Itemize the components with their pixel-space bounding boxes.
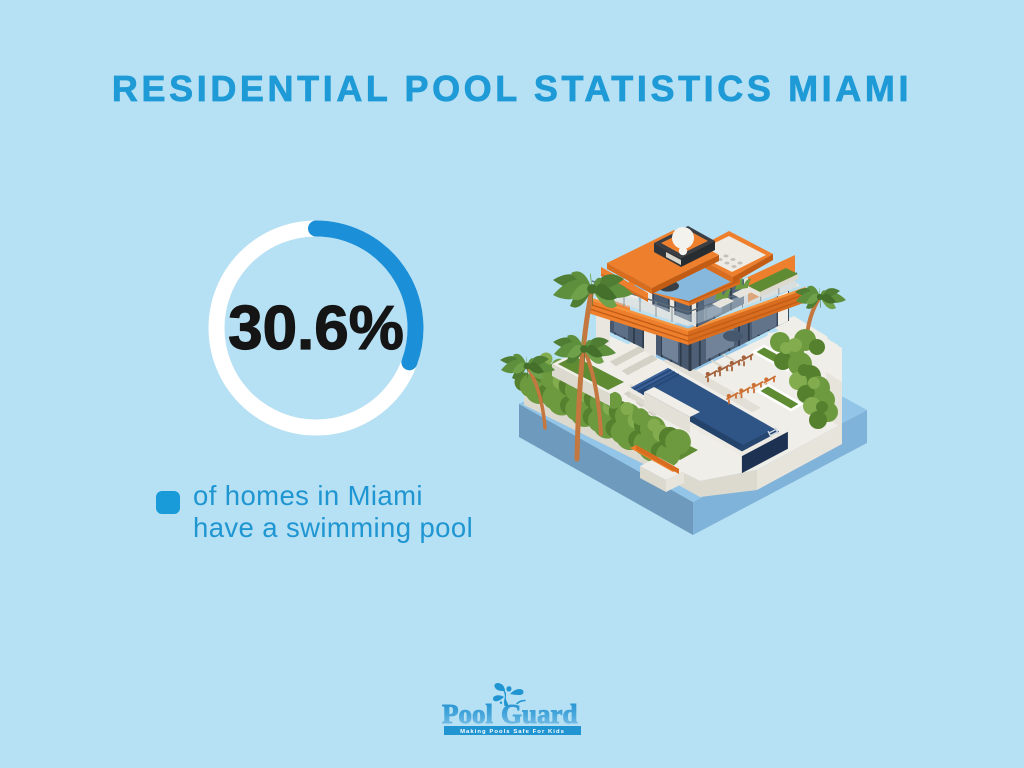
svg-text:Pool: Pool [442, 699, 493, 729]
svg-text:Making Pools Safe For Kids: Making Pools Safe For Kids [460, 729, 565, 735]
svg-text:Guard: Guard [501, 699, 578, 729]
